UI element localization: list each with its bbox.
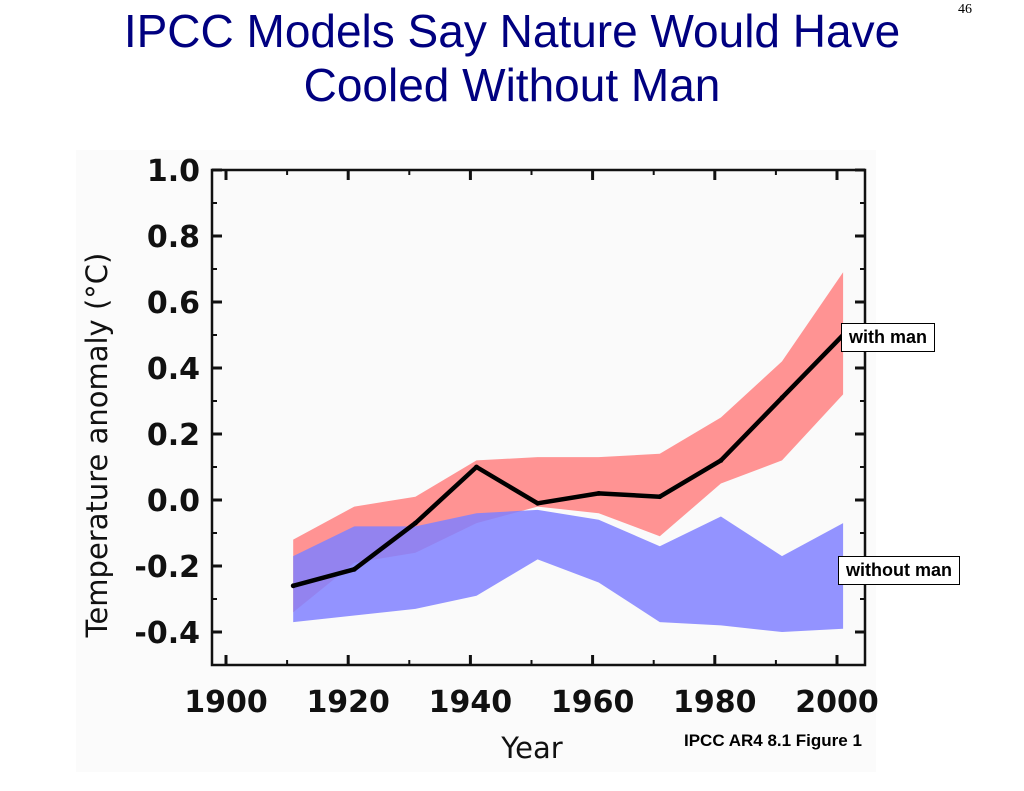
y-tick-label: -0.2 — [134, 550, 200, 585]
without-man-band — [293, 509, 844, 632]
y-tick-label: -0.4 — [134, 616, 200, 651]
y-tick-label: 0.2 — [147, 418, 200, 453]
with-man-callout: with man — [841, 323, 936, 352]
title-line-1: IPCC Models Say Nature Would Have — [123, 5, 901, 57]
x-tick-label: 2000 — [795, 685, 879, 720]
observed-point — [596, 491, 602, 496]
y-tick-labels: 1.0 0.8 0.6 0.4 0.2 0.0 -0.2 -0.4 — [134, 154, 200, 651]
x-tick-label: 1960 — [551, 685, 635, 720]
slide-title: IPCC Models Say Nature Would Have Cooled… — [0, 4, 1024, 112]
y-axis-title: Temperature anomaly (°C) — [80, 253, 114, 639]
observed-point — [535, 500, 541, 506]
bands-layer — [293, 272, 844, 632]
observed-point — [779, 395, 785, 401]
x-tick-label: 1940 — [429, 685, 513, 720]
y-tick-label: 0.0 — [147, 484, 200, 519]
y-tick-label: 0.4 — [147, 352, 200, 387]
title-line-2: Cooled Without Man — [303, 59, 721, 111]
source-note: IPCC AR4 8.1 Figure 1 — [684, 731, 862, 750]
without-man-callout: without man — [838, 556, 960, 585]
observed-point — [290, 583, 296, 589]
y-tick-label: 1.0 — [147, 154, 200, 189]
x-tick-label: 1920 — [306, 685, 390, 720]
ticks-layer — [212, 168, 865, 665]
x-axis-title: Year — [500, 731, 562, 765]
observed-point — [657, 494, 663, 500]
observed-point — [474, 464, 479, 470]
y-tick-label: 0.8 — [147, 220, 200, 255]
x-tick-labels: 1900 1920 1940 1960 1980 2000 — [184, 685, 879, 720]
x-tick-label: 1980 — [673, 685, 757, 720]
observed-line — [292, 333, 845, 588]
observed-line-layer — [290, 332, 846, 589]
page-number: 46 — [958, 2, 972, 17]
observed-point — [351, 566, 357, 572]
observed-point — [413, 520, 418, 526]
y-tick-label: 0.6 — [147, 286, 200, 321]
observed-point — [718, 458, 724, 463]
x-tick-label: 1900 — [184, 685, 268, 720]
